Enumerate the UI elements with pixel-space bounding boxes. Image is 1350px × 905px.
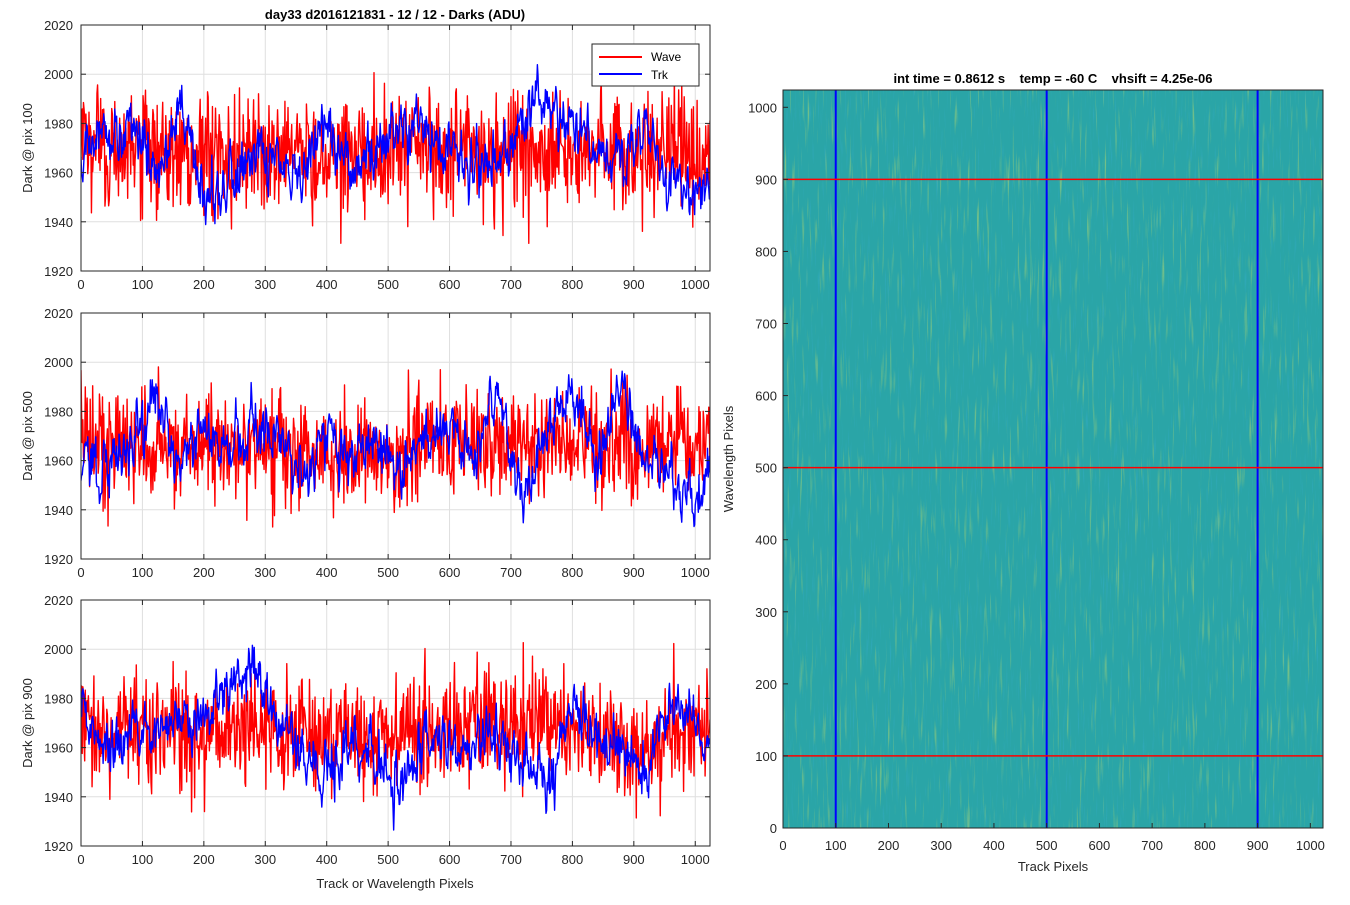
- x-tick-label: 100: [132, 565, 154, 580]
- heatmap-x-tick-label: 1000: [1296, 838, 1325, 853]
- y-tick-label: 1940: [44, 503, 73, 518]
- x-tick-label: 800: [562, 565, 584, 580]
- x-tick-label: 400: [316, 852, 338, 867]
- x-tick-label: 800: [562, 852, 584, 867]
- heatmap-title: int time = 0.8612 s temp = -60 C vhsift …: [893, 71, 1212, 86]
- heatmap-y-tick-label: 700: [755, 317, 777, 332]
- x-tick-label: 700: [500, 277, 522, 292]
- x-tick-label: 300: [254, 852, 276, 867]
- y-tick-label: 1920: [44, 264, 73, 279]
- y-tick-label: 1940: [44, 215, 73, 230]
- x-tick-label: 900: [623, 852, 645, 867]
- y-tick-label: 1920: [44, 839, 73, 854]
- y-tick-label: 1980: [44, 116, 73, 131]
- x-tick-label: 1000: [681, 565, 710, 580]
- line-panel-pix900: 0 100 200 300 400 500 600 700 800 900 1000 1920 1940…: [20, 593, 711, 891]
- x-tick-label: 300: [254, 565, 276, 580]
- x-tick-label: 200: [193, 277, 215, 292]
- ylabel-pix900: Dark @ pix 900: [20, 678, 35, 768]
- x-tick-label: 1000: [681, 277, 710, 292]
- y-tick-label: 2020: [44, 593, 73, 608]
- series-line-trk: [81, 64, 710, 226]
- x-tick-label: 600: [439, 852, 461, 867]
- heatmap-x-tick-label: 700: [1141, 838, 1163, 853]
- legend: Wave Trk: [591, 43, 700, 87]
- heatmap-y-tick-label: 300: [755, 605, 777, 620]
- heatmap-x-tick-label: 0: [779, 838, 786, 853]
- heatmap-panel: 0 100 200 300 400 500 600 700 800 900 1000 0 100 200 3…: [721, 71, 1325, 874]
- y-tick-label: 2020: [44, 306, 73, 321]
- y-tick-label: 1940: [44, 790, 73, 805]
- heatmap-x-tick-label: 100: [825, 838, 847, 853]
- x-tick-label: 200: [193, 565, 215, 580]
- heatmap-y-tick-label: 600: [755, 389, 777, 404]
- x-tick-label: 600: [439, 565, 461, 580]
- ylabel-pix500: Dark @ pix 500: [20, 391, 35, 481]
- y-tick-label: 1960: [44, 166, 73, 181]
- y-tick-label: 1980: [44, 691, 73, 706]
- y-tick-label: 1960: [44, 741, 73, 756]
- x-tick-label: 700: [500, 565, 522, 580]
- heatmap-y-tick-label: 500: [755, 461, 777, 476]
- x-tick-label: 400: [316, 277, 338, 292]
- x-tick-label: 100: [132, 277, 154, 292]
- legend-label-wave: Wave: [651, 50, 682, 64]
- heatmap-y-tick-label: 100: [755, 749, 777, 764]
- heatmap-y-tick-label: 400: [755, 533, 777, 548]
- heatmap-x-tick-label: 300: [930, 838, 952, 853]
- y-tick-label: 2000: [44, 642, 73, 657]
- heatmap-x-tick-label: 600: [1089, 838, 1111, 853]
- x-tick-label: 900: [623, 565, 645, 580]
- x-tick-label: 100: [132, 852, 154, 867]
- heatmap-x-tick-label: 400: [983, 838, 1005, 853]
- legend-label-trk: Trk: [651, 68, 669, 82]
- x-tick-label: 0: [77, 852, 84, 867]
- x-tick-label: 900: [623, 277, 645, 292]
- heatmap-y-tick-label: 0: [770, 821, 777, 836]
- heatmap-y-tick-label: 200: [755, 677, 777, 692]
- series-line-trk: [81, 370, 710, 528]
- y-tick-label: 1960: [44, 454, 73, 469]
- x-tick-label: 1000: [681, 852, 710, 867]
- y-tick-label: 1920: [44, 552, 73, 567]
- heatmap-y-tick-label: 1000: [748, 100, 777, 115]
- x-tick-label: 500: [377, 277, 399, 292]
- x-tick-label: 400: [316, 565, 338, 580]
- x-tick-label: 500: [377, 852, 399, 867]
- x-tick-label: 700: [500, 852, 522, 867]
- series-line-trk: [81, 644, 710, 831]
- heatmap-x-tick-label: 500: [1036, 838, 1058, 853]
- y-tick-label: 2000: [44, 67, 73, 82]
- xlabel-left: Track or Wavelength Pixels: [316, 876, 474, 891]
- x-tick-label: 600: [439, 277, 461, 292]
- x-tick-label: 800: [562, 277, 584, 292]
- heatmap-x-tick-label: 200: [878, 838, 900, 853]
- y-tick-label: 2000: [44, 355, 73, 370]
- heatmap-x-tick-label: 900: [1247, 838, 1269, 853]
- ylabel-pix100: Dark @ pix 100: [20, 103, 35, 193]
- heatmap-xlabel: Track Pixels: [1018, 859, 1089, 874]
- x-tick-label: 200: [193, 852, 215, 867]
- line-panel-pix500: 0 100 200 300 400 500 600 700 800 900 1000 1920 1940…: [20, 306, 711, 580]
- y-tick-label: 2020: [44, 18, 73, 33]
- heatmap-y-tick-label: 800: [755, 244, 777, 259]
- chart-title: day33 d2016121831 - 12 / 12 - Darks (ADU…: [265, 7, 525, 22]
- heatmap-y-tick-label: 900: [755, 172, 777, 187]
- y-tick-label: 1980: [44, 404, 73, 419]
- x-tick-label: 0: [77, 565, 84, 580]
- x-tick-label: 300: [254, 277, 276, 292]
- x-tick-label: 500: [377, 565, 399, 580]
- x-tick-label: 0: [77, 277, 84, 292]
- heatmap-x-tick-label: 800: [1194, 838, 1216, 853]
- heatmap-ylabel: Wavelength Pixels: [721, 405, 736, 512]
- series-line-wave: [81, 366, 710, 528]
